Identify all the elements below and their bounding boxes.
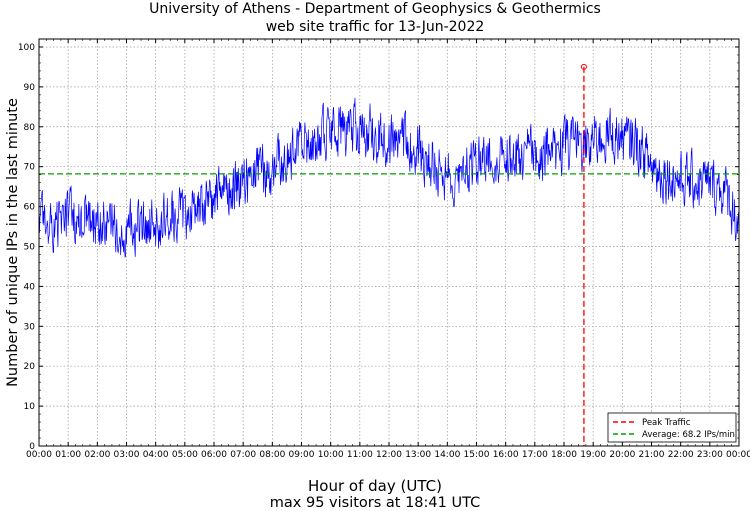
x-tick-label: 05:00 bbox=[172, 450, 198, 460]
y-axis-label: Number of unique IPs in the last minute bbox=[5, 98, 21, 387]
x-tick-label: 14:00 bbox=[434, 450, 460, 460]
x-tick-label: 06:00 bbox=[201, 450, 227, 460]
x-tick-label: 18:00 bbox=[551, 450, 577, 460]
x-tick-label: 20:00 bbox=[609, 450, 635, 460]
x-tick-label: 13:00 bbox=[405, 450, 431, 460]
x-tick-label: 02:00 bbox=[84, 450, 110, 460]
x-tick-label: 22:00 bbox=[668, 450, 694, 460]
x-tick-label: 17:00 bbox=[522, 450, 548, 460]
x-tick-label: 01:00 bbox=[55, 450, 81, 460]
x-tick-label: 15:00 bbox=[464, 450, 490, 460]
x-tick-label: 10:00 bbox=[318, 450, 344, 460]
x-tick-label: 00:00 bbox=[26, 450, 52, 460]
data-layer bbox=[38, 63, 740, 446]
x-tick-label: 23:00 bbox=[697, 450, 723, 460]
y-tick-label: 80 bbox=[24, 123, 36, 133]
x-tick-label: 21:00 bbox=[639, 450, 665, 460]
x-tick-label: 07:00 bbox=[230, 450, 256, 460]
x-tick-label: 03:00 bbox=[114, 450, 140, 460]
traffic-series-line bbox=[38, 97, 740, 258]
y-tick-label: 70 bbox=[24, 163, 36, 173]
x-axis-label: Hour of day (UTC) bbox=[308, 477, 442, 495]
legend: Peak Traffic Average: 68.2 IPs/min bbox=[607, 412, 737, 443]
peak-summary: max 95 visitors at 18:41 UTC bbox=[269, 495, 481, 511]
x-tick-label: 09:00 bbox=[289, 450, 315, 460]
x-tick-label: 00:00 bbox=[726, 450, 750, 460]
y-tick-label: 50 bbox=[24, 242, 36, 252]
x-tick-label: 16:00 bbox=[493, 450, 519, 460]
y-tick-label: 40 bbox=[24, 282, 36, 292]
y-tick-label: 20 bbox=[24, 362, 36, 372]
x-tick-label: 12:00 bbox=[376, 450, 402, 460]
legend-average-label: Average: 68.2 IPs/min bbox=[642, 430, 735, 440]
x-tick-label: 11:00 bbox=[347, 450, 373, 460]
x-tick-label: 08:00 bbox=[259, 450, 285, 460]
y-tick-label: 30 bbox=[24, 322, 36, 332]
x-tick-label: 19:00 bbox=[580, 450, 606, 460]
legend-peak-label: Peak Traffic bbox=[642, 418, 691, 428]
grid bbox=[39, 39, 739, 446]
x-tick-label: 04:00 bbox=[143, 450, 169, 460]
y-tick-label: 0 bbox=[29, 442, 35, 452]
y-tick-label: 100 bbox=[18, 43, 35, 53]
chart-subtitle: web site traffic for 13-Jun-2022 bbox=[265, 19, 485, 35]
peak-marker bbox=[580, 63, 587, 70]
y-tick-label: 90 bbox=[24, 83, 36, 93]
legend-box bbox=[607, 412, 737, 443]
chart-title: University of Athens - Department of Geo… bbox=[149, 1, 601, 17]
y-tick-label: 10 bbox=[24, 402, 36, 412]
y-tick-label: 60 bbox=[24, 203, 36, 213]
